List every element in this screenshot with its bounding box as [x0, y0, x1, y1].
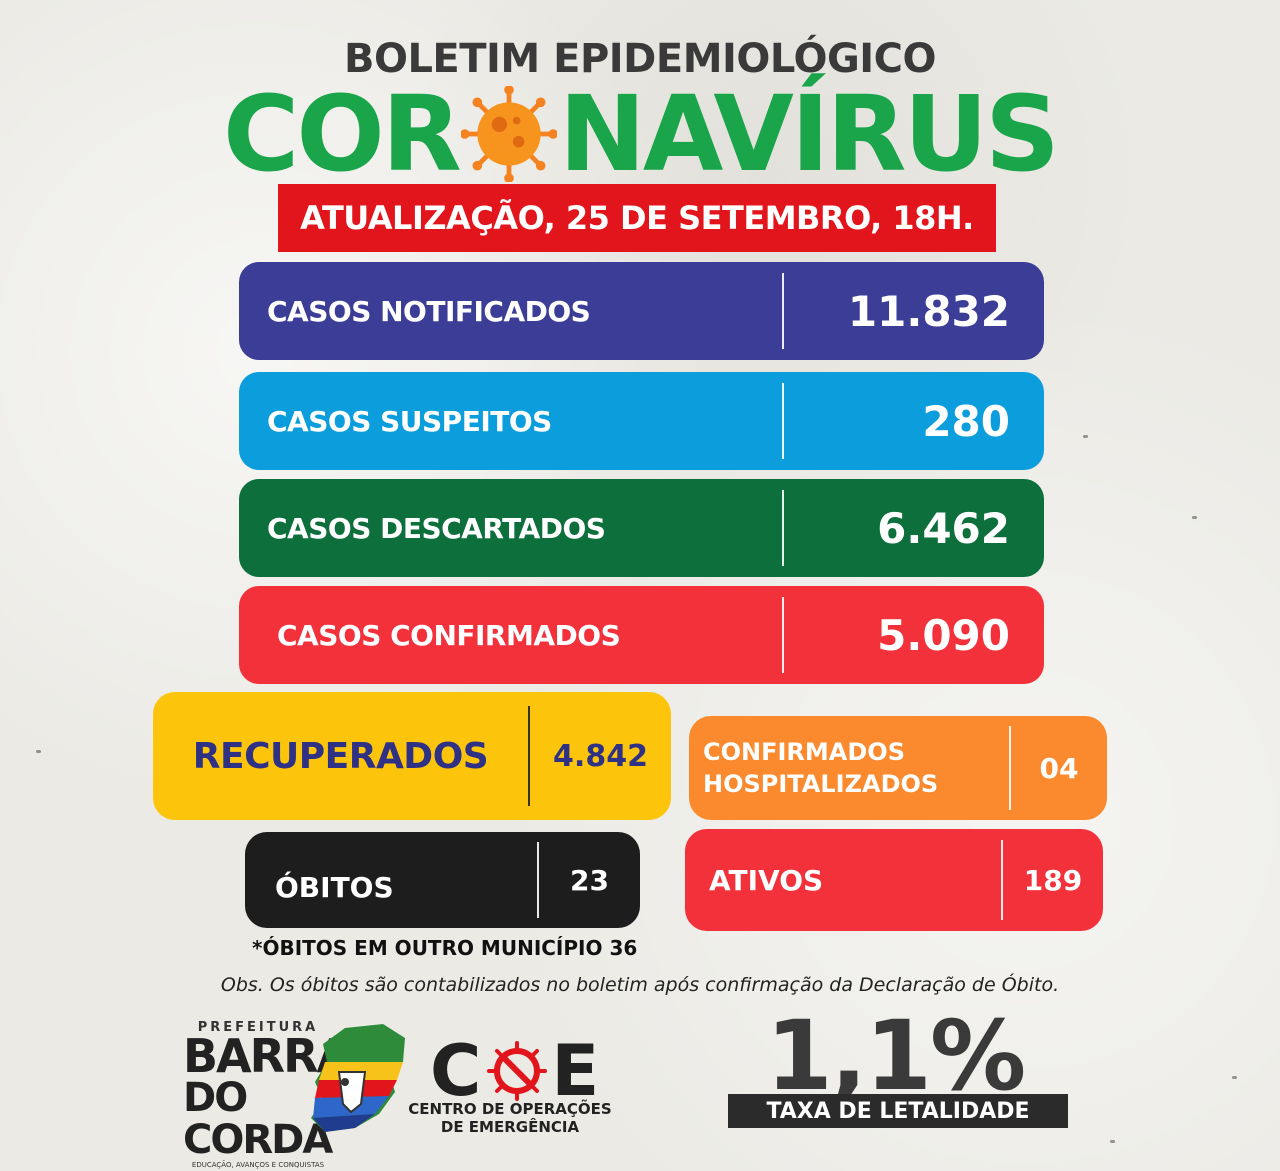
divider [782, 597, 784, 673]
divider [782, 490, 784, 566]
speck [1083, 435, 1088, 438]
ativos-label: ATIVOS [709, 863, 824, 897]
ativos-value: 189 [1023, 863, 1083, 897]
coe-logo: C E [430, 1030, 601, 1112]
row-value: 280 [922, 396, 1010, 446]
divider [537, 842, 539, 918]
obitos-box: ÓBITOS 23 [245, 832, 640, 928]
divider [528, 706, 530, 806]
recuperados-value: 4.842 [553, 738, 648, 774]
row-label: CASOS NOTIFICADOS [267, 294, 591, 328]
do-corda-label: DO CORDA [183, 1075, 333, 1163]
divider [782, 273, 784, 349]
coe-line2: DE EMERGÊNCIA [440, 1118, 580, 1136]
lethality-rate-label: TAXA DE LETALIDADE [728, 1094, 1068, 1128]
recuperados-label: RECUPERADOS [192, 735, 489, 777]
wordmark-left: COR [223, 73, 462, 195]
coe-virus-icon [487, 1041, 548, 1101]
row-value: 5.090 [877, 610, 1010, 660]
coronavirus-icon [460, 86, 557, 182]
row-label: CASOS CONFIRMADOS [277, 618, 621, 652]
prefeitura-logo: PREFEITURA BARRA DO CORDA EDUCAÇÃO, AVAN… [183, 1020, 352, 1169]
coronavirus-wordmark: COR NAVÍRUS [0, 73, 1280, 195]
row-value: 6.462 [877, 503, 1010, 553]
divider [1009, 726, 1011, 810]
ativos-box: ATIVOS 189 [685, 829, 1103, 931]
wordmark-right: NAVÍRUS [558, 73, 1060, 195]
obitos-value: 23 [570, 863, 609, 897]
lethality-rate-value: 1,1% [765, 1000, 1026, 1112]
hospitalizados-label-line1: CONFIRMADOS [703, 738, 905, 766]
divider [1001, 840, 1003, 920]
speck [1232, 1076, 1237, 1079]
divider [782, 383, 784, 459]
coe-letter-e: E [551, 1030, 602, 1112]
row-value: 11.832 [847, 286, 1010, 336]
tagline: EDUCAÇÃO, AVANÇOS E CONQUISTAS [191, 1161, 325, 1169]
obitos-outro-municipio-note: *ÓBITOS EM OUTRO MUNICÍPIO 36 [252, 936, 638, 960]
row-label: CASOS DESCARTADOS [267, 511, 606, 545]
prefeitura-label: PREFEITURA [197, 1020, 319, 1035]
row-casos-notificados: CASOS NOTIFICADOS 11.832 [239, 262, 1044, 360]
coe-line1: CENTRO DE OPERAÇÕES [408, 1100, 612, 1118]
update-banner: ATUALIZAÇÃO, 25 DE SETEMBRO, 18H. [278, 184, 996, 252]
obitos-label: ÓBITOS [275, 870, 394, 904]
hospitalizados-value: 04 [1039, 751, 1079, 785]
row-label: CASOS SUSPEITOS [267, 404, 552, 438]
recuperados-box: RECUPERADOS 4.842 [153, 692, 671, 820]
hospitalizados-label-line2: HOSPITALIZADOS [703, 770, 939, 798]
hospitalizados-label: CONFIRMADOS HOSPITALIZADOS [689, 736, 1009, 800]
observation-note: Obs. Os óbitos são contabilizados no bol… [220, 974, 1060, 996]
row-casos-confirmados: CASOS CONFIRMADOS 5.090 [239, 586, 1044, 684]
speck [36, 750, 41, 753]
row-casos-descartados: CASOS DESCARTADOS 6.462 [239, 479, 1044, 577]
speck [1110, 1140, 1115, 1143]
bulletin-title: BOLETIM EPIDEMIOLÓGICO [343, 36, 937, 82]
hospitalizados-box: CONFIRMADOS HOSPITALIZADOS 04 [689, 716, 1107, 820]
barra-do-corda-map-icon [311, 1024, 405, 1132]
coe-letter-c: C [430, 1030, 484, 1112]
speck [1192, 516, 1197, 519]
row-casos-suspeitos: CASOS SUSPEITOS 280 [239, 372, 1044, 470]
coe-subtitle: CENTRO DE OPERAÇÕES DE EMERGÊNCIA [405, 1100, 615, 1136]
